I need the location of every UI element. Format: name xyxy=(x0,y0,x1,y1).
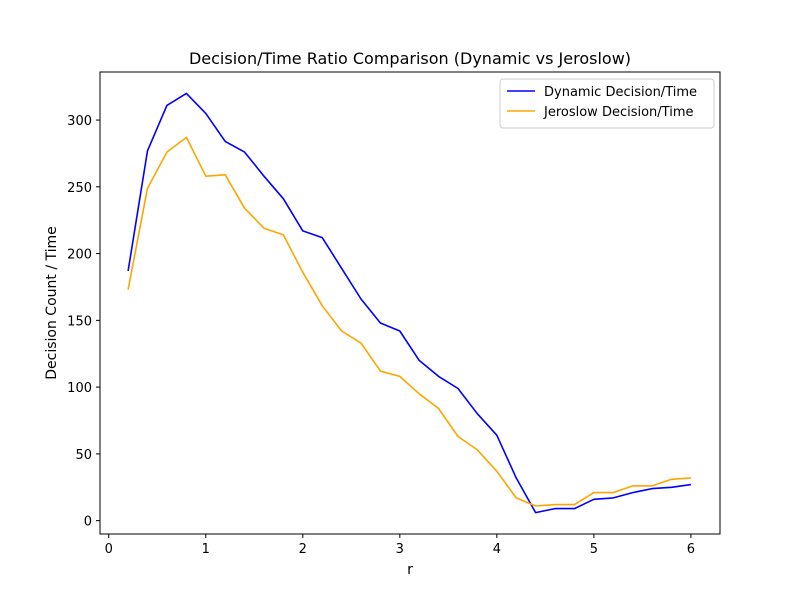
series-layer xyxy=(127,92,692,514)
y-tick-label: 100 xyxy=(67,381,92,396)
y-axis-label: Decision Count / Time xyxy=(44,226,60,380)
x-tick-label: 2 xyxy=(299,542,307,557)
x-tick-label: 6 xyxy=(687,542,695,557)
y-tick-label: 50 xyxy=(75,448,92,463)
y-tick-label: 200 xyxy=(67,248,92,263)
x-axis: 0 1 2 3 4 5 6 xyxy=(105,534,695,557)
series-line-1 xyxy=(127,136,691,507)
x-tick-label: 0 xyxy=(105,542,113,557)
legend-box xyxy=(499,78,715,129)
legend-label-0: Dynamic Decision/Time xyxy=(544,85,697,100)
legend-label-1: Jeroslow Decision/Time xyxy=(543,105,694,120)
y-axis: 0 50 100 150 200 250 300 xyxy=(67,114,100,530)
y-tick-label: 300 xyxy=(67,114,92,129)
x-tick-label: 3 xyxy=(396,542,404,557)
y-tick-label: 0 xyxy=(84,515,92,530)
legend: Dynamic Decision/Time Jeroslow Decision/T… xyxy=(499,78,715,129)
y-tick-label: 150 xyxy=(67,314,92,329)
y-tick-label: 250 xyxy=(67,181,92,196)
chart-title: Decision/Time Ratio Comparison (Dynamic … xyxy=(189,49,631,68)
x-axis-label: r xyxy=(407,562,413,578)
series-line-0 xyxy=(127,92,692,514)
plot-area xyxy=(99,71,721,535)
x-tick-label: 5 xyxy=(590,542,598,557)
x-tick-label: 4 xyxy=(493,542,501,557)
x-tick-label: 1 xyxy=(202,542,210,557)
